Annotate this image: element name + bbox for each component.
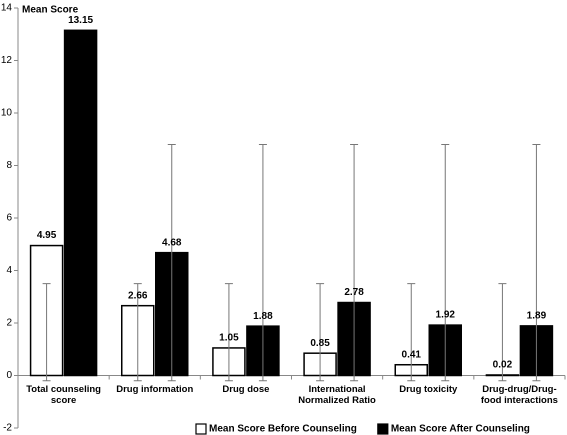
legend-swatch bbox=[195, 423, 207, 435]
y-tick-label: 14 bbox=[1, 3, 13, 14]
value-label: 1.89 bbox=[527, 311, 547, 322]
y-tick-label: 8 bbox=[6, 160, 12, 171]
value-label: 4.68 bbox=[162, 237, 182, 248]
y-tick-label: 4 bbox=[6, 265, 12, 276]
x-tick-label: Drug toxicity bbox=[399, 383, 458, 395]
x-tick-label: Drug information bbox=[116, 383, 194, 395]
y-tick-label: 6 bbox=[6, 213, 12, 224]
y-axis-title: Mean Score bbox=[22, 5, 79, 16]
x-tick-label: Drug-drug/Drug-food interactions bbox=[480, 383, 558, 406]
value-label: 1.88 bbox=[253, 311, 273, 322]
value-label: 1.05 bbox=[219, 333, 239, 344]
x-tick-label: Drug dose bbox=[222, 383, 270, 395]
legend-label: Mean Score After Counseling bbox=[391, 424, 530, 435]
y-tick-label: -2 bbox=[3, 423, 12, 434]
y-tick-label: 12 bbox=[1, 55, 13, 66]
y-tick-label: 0 bbox=[6, 370, 12, 381]
x-tick-label: Total counseling score bbox=[26, 383, 101, 406]
value-label: 2.78 bbox=[344, 287, 364, 298]
value-label: 0.41 bbox=[402, 349, 422, 360]
legend-label: Mean Score Before Counseling bbox=[209, 424, 357, 435]
value-label: 0.02 bbox=[493, 360, 513, 371]
value-label: 4.95 bbox=[37, 230, 57, 241]
value-label: 1.92 bbox=[436, 310, 456, 321]
value-label: 0.85 bbox=[310, 338, 330, 349]
value-label: 2.66 bbox=[128, 290, 148, 301]
y-tick-label: 2 bbox=[6, 318, 12, 329]
bar bbox=[63, 29, 98, 377]
y-tick-label: 10 bbox=[1, 108, 13, 119]
x-tick-label: International Normalized Ratio bbox=[298, 383, 376, 406]
value-label: 13.15 bbox=[68, 15, 93, 26]
legend-swatch bbox=[377, 423, 389, 435]
